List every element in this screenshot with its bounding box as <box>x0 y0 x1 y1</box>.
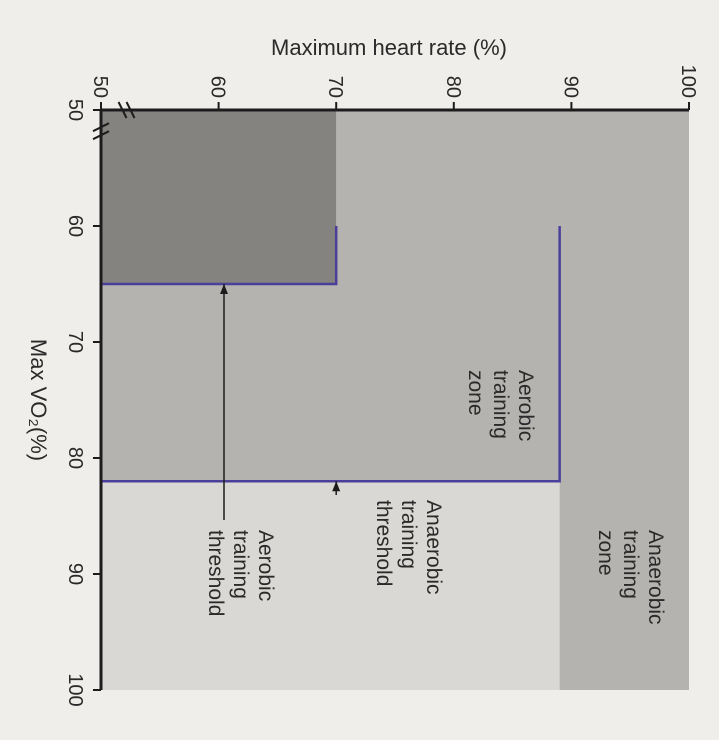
vo2-tick-label: 50 <box>64 99 86 121</box>
aerobic-zone-area <box>101 110 337 284</box>
aerobic-threshold-arrowhead <box>220 284 228 294</box>
vo2-tick-label: 100 <box>64 673 86 706</box>
anaerobic-zone-label: training <box>619 530 642 599</box>
anaerobic-threshold-label: Anaerobic <box>422 500 445 595</box>
aerobic-zone-label: zone <box>464 370 487 416</box>
heart-rate-axis-title: Maximum heart rate (%) <box>271 35 507 60</box>
aerobic-threshold-label: threshold <box>204 530 227 616</box>
heart-rate-tick-label: 80 <box>442 76 464 98</box>
anaerobic-zone-area <box>101 110 689 690</box>
vo2-tick-label: 60 <box>64 215 86 237</box>
heart-rate-tick-label: 50 <box>89 76 111 98</box>
heart-rate-tick-label: 60 <box>207 76 229 98</box>
vo2-axis-title: Max VO₂(%) <box>26 339 51 461</box>
vo2-tick-label: 70 <box>64 331 86 353</box>
anaerobic-threshold-label: threshold <box>372 500 395 586</box>
anaerobic-zone-label: Anaerobic <box>644 530 667 625</box>
aerobic-threshold-label: training <box>229 530 252 599</box>
heart-rate-tick-label: 100 <box>677 65 699 98</box>
anaerobic-threshold-label: training <box>397 500 420 569</box>
heart-rate-axis-break-mark <box>117 101 136 119</box>
aerobic-threshold-label: Aerobic <box>254 530 277 601</box>
vo2-tick-label: 90 <box>64 563 86 585</box>
vo2-tick-label: 80 <box>64 447 86 469</box>
aerobic-zone-label: Aerobic <box>514 370 537 441</box>
threshold-region-background <box>100 481 560 691</box>
heart-rate-tick-label: 90 <box>559 76 581 98</box>
aerobic-zone-label: training <box>489 370 512 439</box>
anaerobic-zone-label: zone <box>594 530 617 576</box>
anaerobic-threshold-arrowhead <box>332 481 341 492</box>
heart-rate-tick-label: 70 <box>324 76 346 98</box>
vo2-axis-break-mark <box>92 122 110 141</box>
